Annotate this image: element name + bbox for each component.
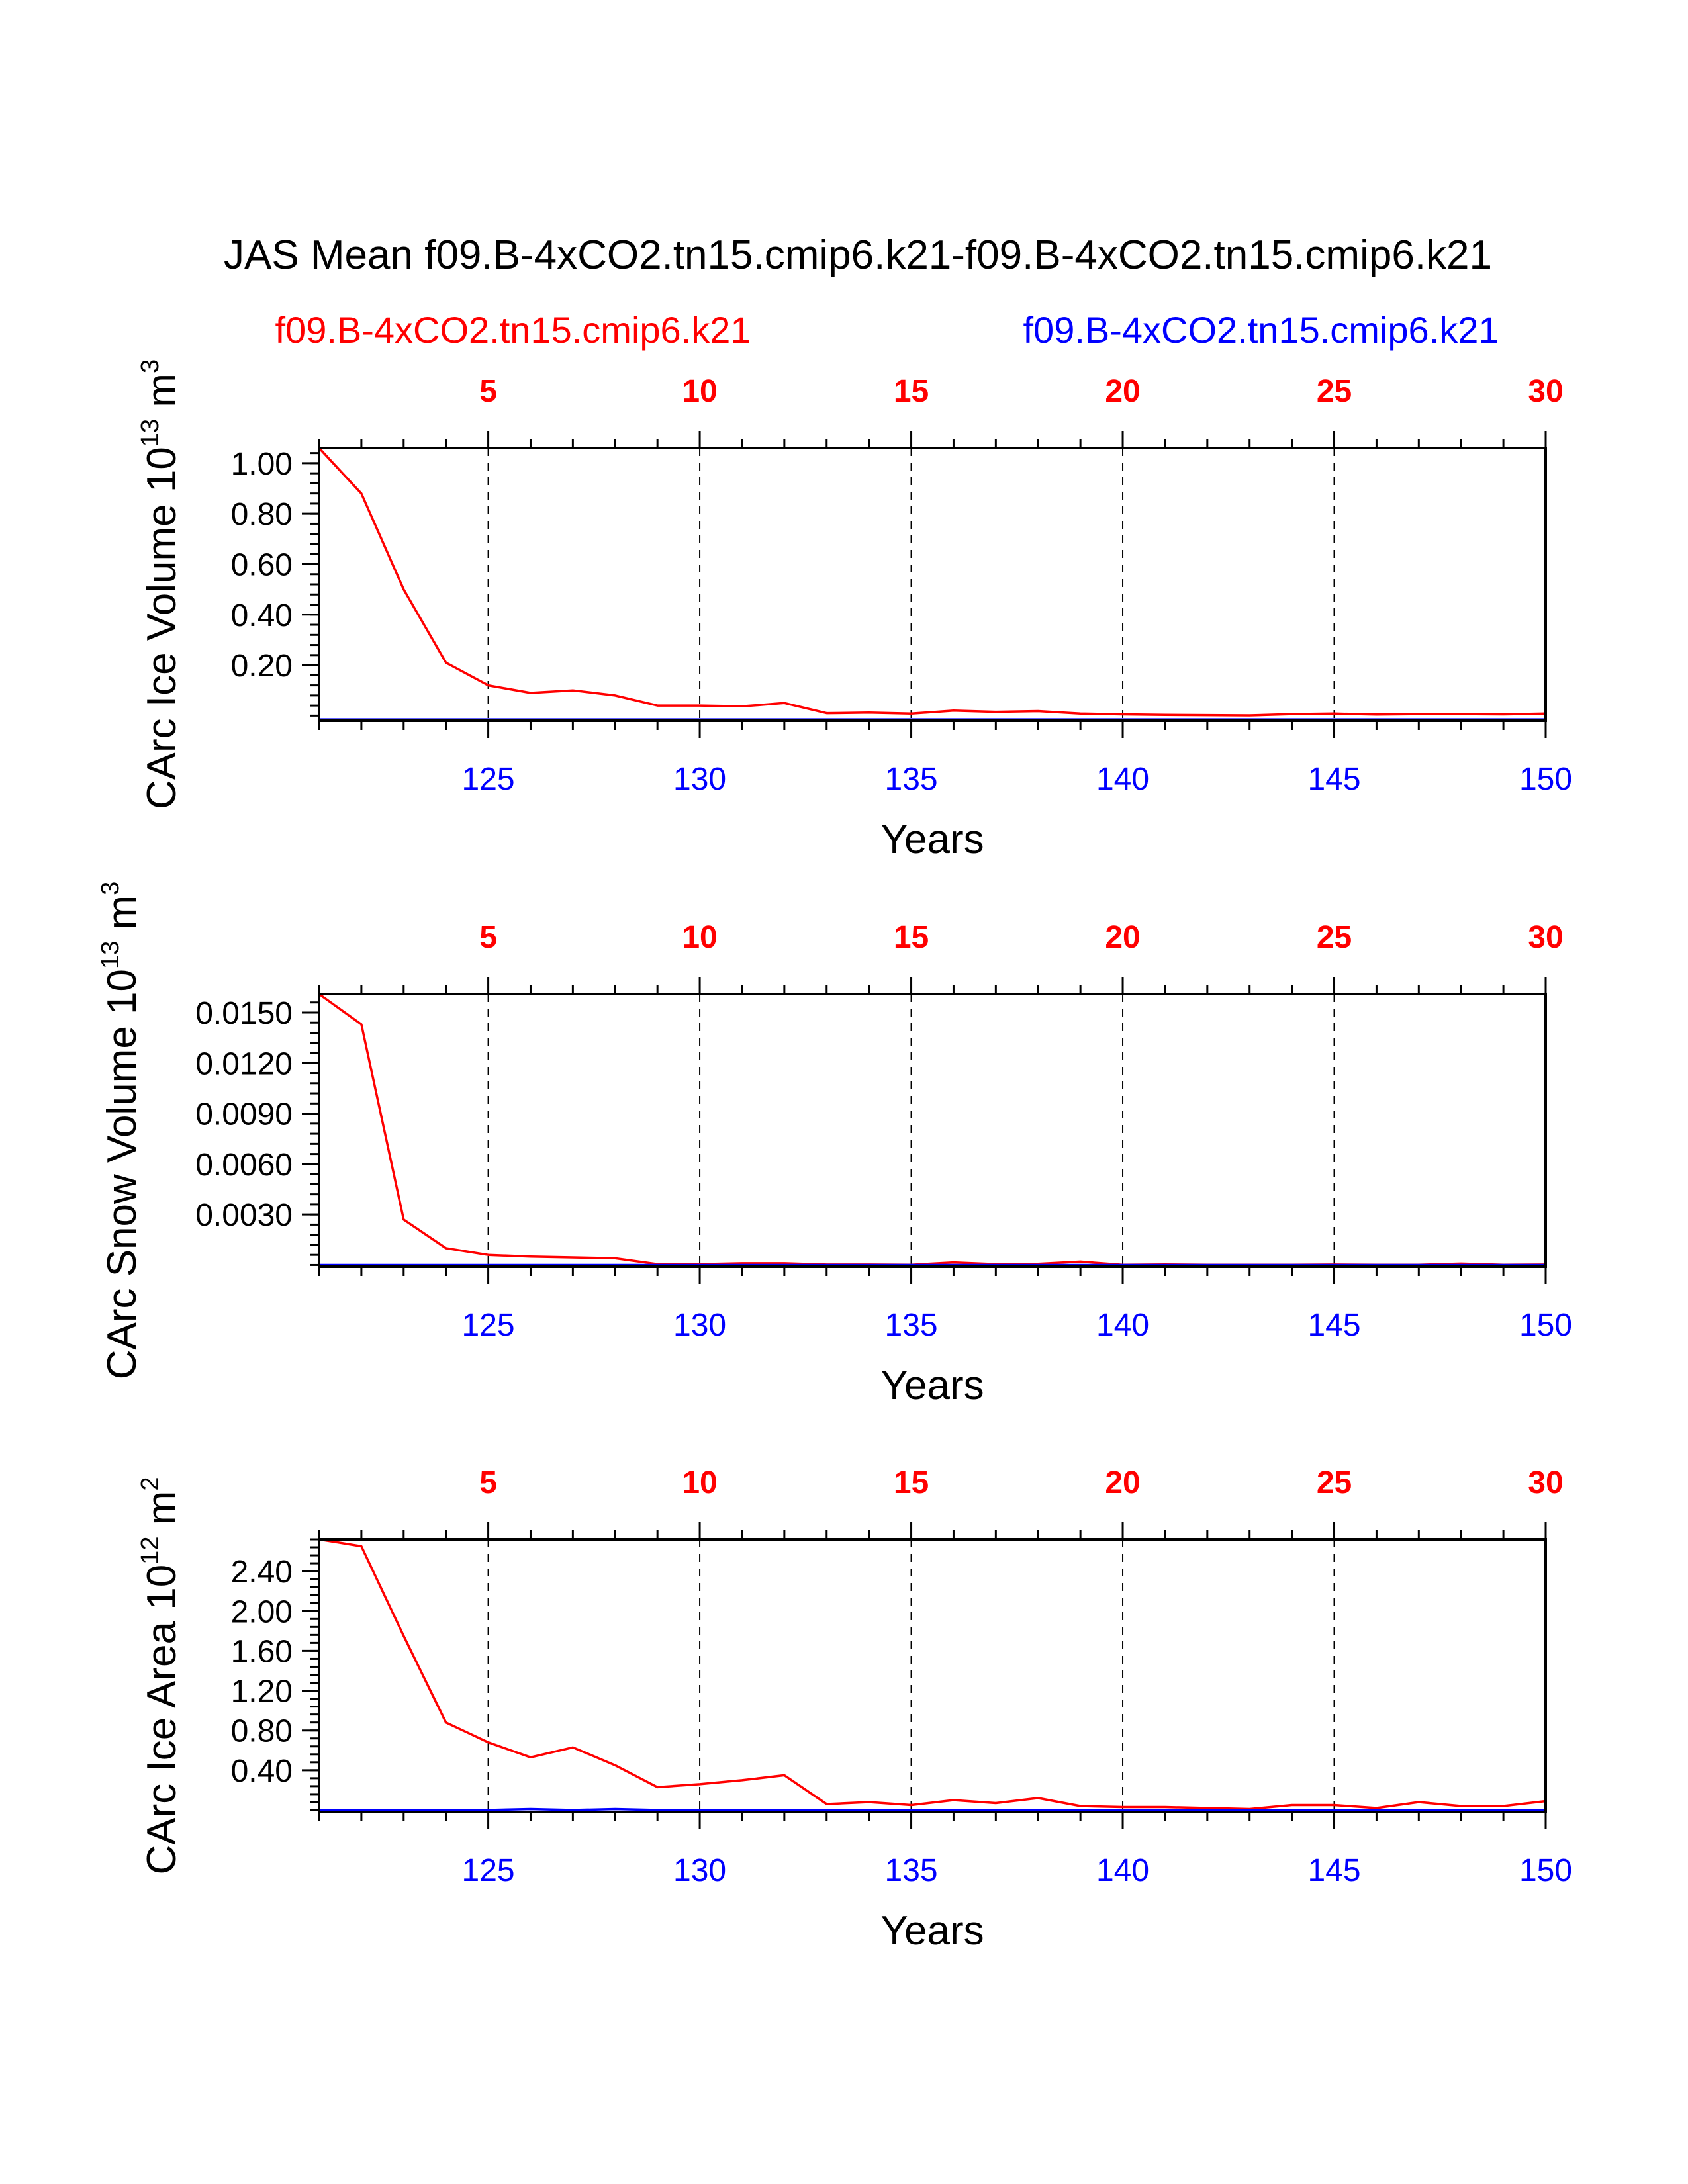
x-bottom-tick-label: 135	[885, 1853, 938, 1888]
y-axis-title-part: m	[99, 895, 145, 941]
y-tick-label: 1.60	[231, 1634, 293, 1669]
y-tick-label: 2.00	[231, 1594, 293, 1629]
x-bottom-tick-label: 145	[1307, 1853, 1360, 1888]
x-top-tick-label: 10	[682, 1465, 717, 1500]
x-axis-title: Years	[880, 817, 984, 862]
x-bottom-tick-label: 125	[462, 1853, 515, 1888]
y-axis-title: CArc Ice Area 1012 m2	[136, 1477, 185, 1875]
x-top-tick-label: 25	[1317, 1465, 1352, 1500]
y-tick-label: 0.0150	[195, 996, 293, 1031]
y-tick-label: 0.40	[231, 598, 293, 633]
y-axis-title-part: m	[139, 1491, 185, 1537]
chart-panel-2: 125 130 135 140 145 150 5 10 15 20 25 30 Years 0.0030…	[97, 882, 1572, 1408]
x-top-tick-label: 15	[894, 920, 929, 955]
y-axis-title-superscript: 13	[136, 419, 164, 447]
x-top-tick-label: 30	[1528, 374, 1563, 409]
y-axis-title-superscript: 12	[136, 1537, 164, 1565]
y-tick-label: 0.40	[231, 1754, 293, 1789]
x-top-tick-label: 25	[1317, 920, 1352, 955]
x-bottom-tick-label: 130	[673, 1308, 726, 1343]
x-bottom-tick-label: 145	[1307, 762, 1360, 797]
y-axis-title-superscript: 3	[136, 359, 164, 373]
y-axis-title: CArc Snow Volume 1013 m3	[97, 882, 145, 1380]
x-bottom-tick-label: 125	[462, 1308, 515, 1343]
y-tick-label: 0.80	[231, 497, 293, 532]
x-top-tick-label: 30	[1528, 920, 1563, 955]
y-tick-label: 0.60	[231, 547, 293, 582]
y-tick-label: 2.40	[231, 1555, 293, 1590]
series-line-red	[318, 447, 1546, 717]
y-axis-title-superscript: 3	[97, 882, 124, 895]
x-bottom-tick-label: 145	[1307, 1308, 1360, 1343]
y-tick-label: 0.80	[231, 1714, 293, 1749]
x-top-tick-label: 5	[479, 920, 497, 955]
x-bottom-tick-label: 140	[1096, 1308, 1149, 1343]
y-tick-label: 0.20	[231, 649, 293, 684]
y-tick-label: 0.0090	[195, 1097, 293, 1132]
series-line-blue	[319, 1807, 1546, 1811]
x-top-tick-label: 15	[894, 1465, 929, 1500]
plot-frame	[318, 447, 1547, 722]
y-tick-label: 1.00	[231, 447, 293, 482]
y-axis-title-part: CArc Snow Volume 10	[99, 969, 145, 1379]
x-top-tick-label: 20	[1105, 920, 1140, 955]
y-tick-label: 0.0030	[195, 1198, 293, 1233]
y-axis-title-part: CArc Ice Area 10	[139, 1565, 185, 1875]
x-axis-title: Years	[880, 1908, 984, 1954]
y-axis-title-superscript: 13	[97, 941, 124, 969]
x-bottom-tick-label: 130	[673, 1853, 726, 1888]
chart-panel-1: 125 130 135 140 145 150 5 10 15 20 25 30 Years 0.20 0.…	[136, 359, 1572, 862]
x-top-tick-label: 20	[1105, 374, 1140, 409]
x-bottom-tick-label: 150	[1519, 1853, 1572, 1888]
x-top-tick-label: 15	[894, 374, 929, 409]
plot-frame	[318, 993, 1547, 1268]
legend-blue-label: f09.B-4xCO2.tn15.cmip6.k21	[1023, 309, 1499, 351]
x-bottom-tick-label: 130	[673, 762, 726, 797]
x-top-tick-label: 5	[479, 1465, 497, 1500]
x-bottom-tick-label: 125	[462, 762, 515, 797]
y-tick-label: 0.0120	[195, 1046, 293, 1081]
x-bottom-tick-label: 135	[885, 762, 938, 797]
x-top-tick-label: 20	[1105, 1465, 1140, 1500]
y-tick-label: 1.20	[231, 1674, 293, 1709]
series-line-red	[318, 993, 1546, 1266]
y-tick-label: 0.0060	[195, 1148, 293, 1183]
x-top-tick-label: 5	[479, 374, 497, 409]
x-bottom-tick-label: 135	[885, 1308, 938, 1343]
y-axis-title-part: CArc Ice Volume 10	[139, 447, 185, 809]
x-top-tick-label: 30	[1528, 1465, 1563, 1500]
x-top-tick-label: 10	[682, 374, 717, 409]
series-line-red	[318, 1538, 1546, 1811]
x-bottom-tick-label: 150	[1519, 1308, 1572, 1343]
chart-panel-3: 125 130 135 140 145 150 5 10 15 20 25 30 Years 0.40 0.…	[136, 1465, 1572, 1954]
x-top-tick-label: 25	[1317, 374, 1352, 409]
legend-red-label: f09.B-4xCO2.tn15.cmip6.k21	[275, 309, 751, 351]
x-axis-title: Years	[880, 1363, 984, 1408]
x-bottom-tick-label: 150	[1519, 762, 1572, 797]
y-axis-title-part: m	[139, 373, 185, 419]
y-axis-title: CArc Ice Volume 1013 m3	[136, 359, 185, 809]
x-top-tick-label: 10	[682, 920, 717, 955]
x-bottom-tick-label: 140	[1096, 1853, 1149, 1888]
figure-title: JAS Mean f09.B-4xCO2.tn15.cmip6.k21-f09.…	[224, 232, 1492, 278]
x-bottom-tick-label: 140	[1096, 762, 1149, 797]
y-axis-title-superscript: 2	[136, 1477, 164, 1491]
plot-frame	[318, 1538, 1547, 1813]
